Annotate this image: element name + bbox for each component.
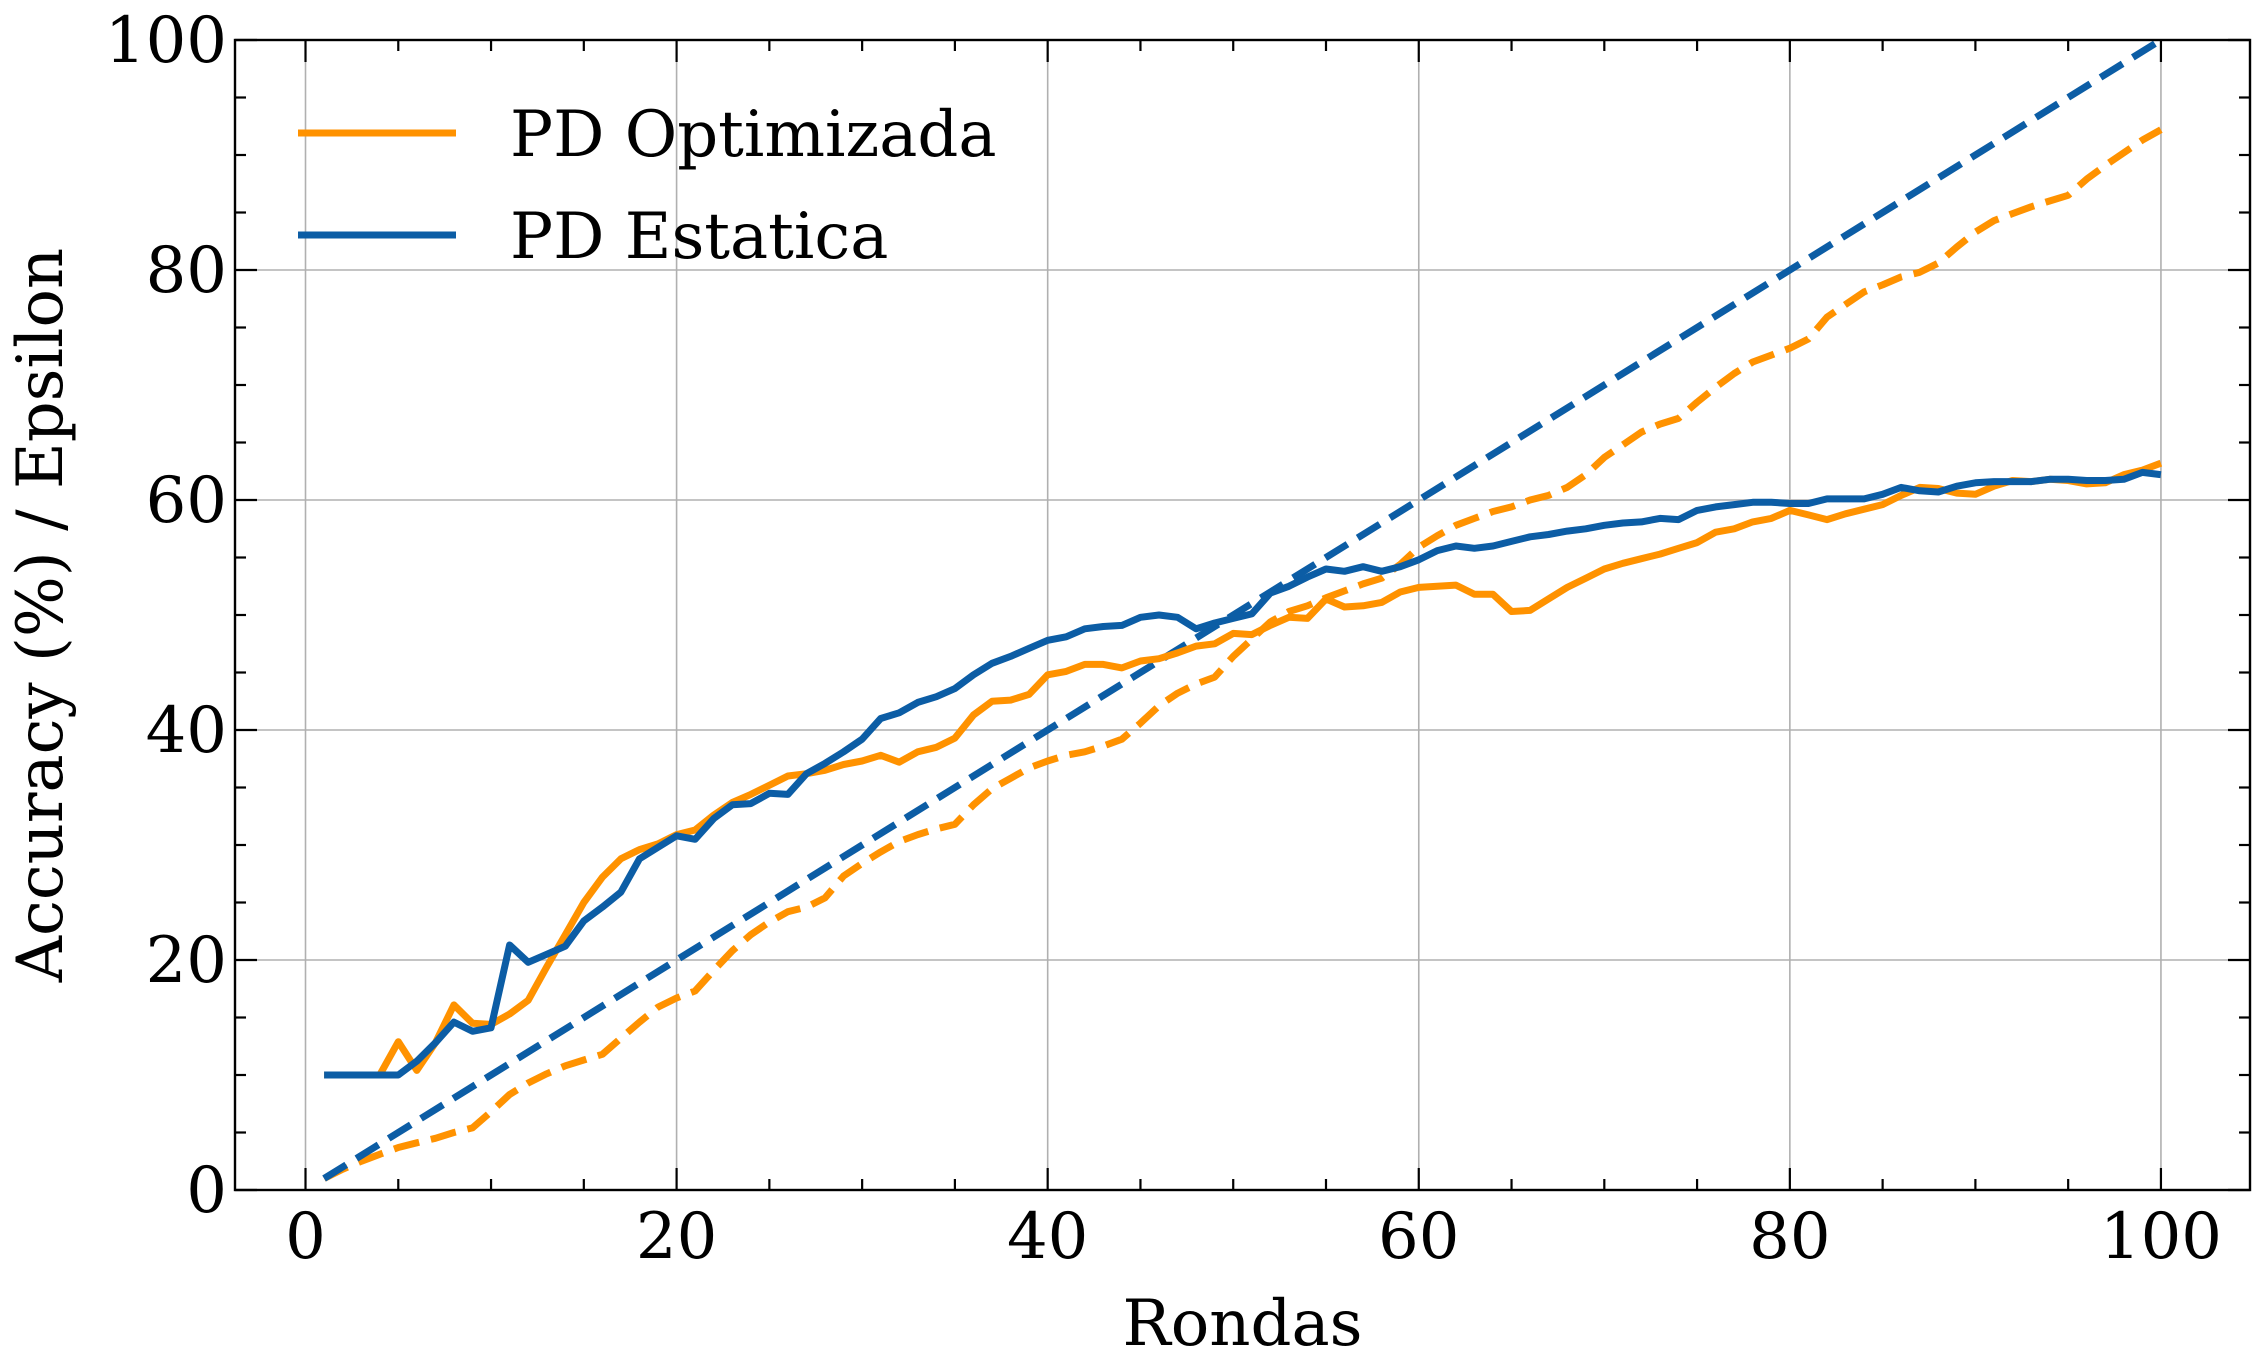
solid-blue-series-line [324,468,2162,1079]
x-tick-label: 40 [1007,1200,1088,1274]
x-tick-label: 0 [285,1200,326,1274]
y-tick-label: 100 [105,4,227,78]
dashed-blue-series-line [322,37,2163,1182]
x-tick-label: 100 [2100,1200,2222,1274]
series-layer [322,37,2163,1182]
axis-ticks [235,38,2250,1192]
y-tick-label: 40 [146,694,227,768]
solid-orange-series-line [324,459,2163,1079]
x-tick-label: 20 [636,1200,717,1274]
y-tick-label: 20 [146,924,227,998]
x-tick-label: 80 [1749,1200,1830,1274]
legend-label: PD Estatica [510,200,888,274]
y-tick-label: 0 [186,1154,227,1228]
legend: PD Optimizada PD Estatica [298,98,997,274]
y-tick-label: 80 [146,234,227,308]
x-tick-label: 60 [1378,1200,1459,1274]
tick-labels: 0 20 40 60 80 100 0 20 40 60 80 100 [105,4,2222,1274]
legend-label: PD Optimizada [510,98,997,172]
x-axis-title: Rondas [1123,1287,1363,1361]
y-tick-label: 60 [146,464,227,538]
y-axis-title: Accuracy (%) / Epsilon [4,248,78,983]
dashed-orange-series-line [322,126,2163,1182]
